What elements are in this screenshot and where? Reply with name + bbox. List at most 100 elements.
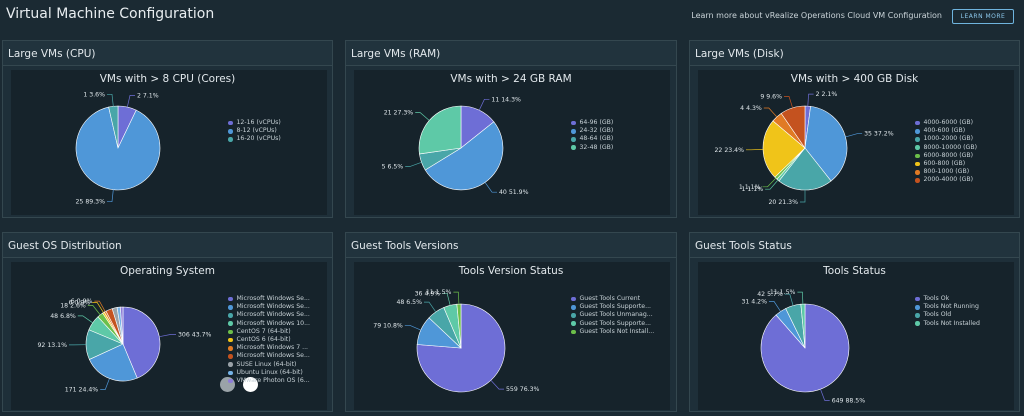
widget-body: Tools Status 649 88.5% 31 4.2% 42 5.7% 11 1…	[690, 258, 1019, 416]
learn-more-button[interactable]: LEARN MORE	[952, 9, 1014, 24]
legend-item[interactable]: Microsoft Windows 10...	[228, 320, 310, 328]
legend-item[interactable]: Microsoft Windows Se...	[228, 311, 310, 319]
legend-swatch	[915, 120, 920, 126]
learn-more-text: Learn more about vRealize Operations Clo…	[691, 11, 942, 20]
legend-label: SUSE Linux (64-bit)	[236, 360, 297, 368]
legend-item[interactable]: VMware Photon OS (6...	[228, 377, 310, 385]
pie-label-leader	[769, 301, 781, 312]
pie-slice[interactable]	[122, 306, 161, 379]
legend-item[interactable]: Tools Ok	[915, 295, 980, 303]
legend-swatch	[915, 178, 920, 183]
widget-header: Large VMs (Disk)	[690, 41, 1019, 66]
pie-chart[interactable]: 306 43.7% 171 24.4% 92 13.1% 48 6.8% 18 2.6%…	[3, 258, 223, 408]
chart-panel-bg	[11, 70, 327, 215]
legend-item[interactable]: Tools Not Installed	[915, 320, 980, 328]
legend-swatch	[228, 337, 233, 343]
legend-item[interactable]: Microsoft Windows Se...	[228, 352, 310, 360]
pie-label-leader	[784, 293, 794, 306]
pie-data-label: 35 37.2%	[864, 131, 894, 138]
pie-data-label: 20 21.3%	[769, 199, 799, 206]
legend-item[interactable]: 600-800 (GB)	[915, 160, 977, 168]
legend-item[interactable]: Guest Tools Supporte...	[571, 303, 654, 311]
pie-slice[interactable]	[778, 147, 832, 191]
pie-data-label: 22 23.4%	[715, 147, 745, 154]
legend-swatch	[915, 145, 920, 150]
widget-guest-tools-status: Guest Tools Status Tools Status 649 88.5…	[689, 232, 1020, 412]
pie-data-label: 21 27.3%	[384, 110, 414, 117]
legend-label: Microsoft Windows Se...	[236, 295, 310, 302]
legend-item[interactable]: 6000-8000 (GB)	[915, 152, 977, 160]
pie-label-leader	[762, 177, 777, 188]
legend-item[interactable]: Guest Tools Supporte...	[571, 320, 654, 328]
legend-label: CentOS 6 (64-bit)	[236, 336, 291, 344]
legend-item[interactable]: 8-12 (vCPUs)	[228, 127, 281, 135]
pie-slice[interactable]	[418, 105, 462, 155]
chart-panel-bg	[698, 70, 1014, 215]
pie-slice[interactable]	[800, 303, 806, 349]
pie-slice[interactable]	[760, 303, 850, 393]
pie-slice[interactable]	[120, 306, 124, 345]
pie-label-leader	[107, 189, 114, 203]
pie-chart[interactable]: 2 2.1%35 37.2%20 21.3%1 1.1%1 1.1%22 23.…	[690, 66, 910, 216]
pie-label-leader	[820, 389, 830, 401]
legend-label: 48-64 (GB)	[579, 135, 614, 143]
legend-item[interactable]: Guest Tools Not Install...	[571, 328, 654, 336]
legend-item[interactable]: 32-48 (GB)	[571, 144, 613, 152]
pie-label-leader	[94, 300, 106, 312]
pie-label-leader	[442, 293, 451, 306]
pie-slice[interactable]	[780, 105, 806, 149]
pie-slice[interactable]	[804, 106, 848, 182]
legend-item[interactable]: 8000-10000 (GB)	[915, 144, 977, 152]
legend-item[interactable]: 48-64 (GB)	[571, 135, 613, 143]
pie-label-leader	[77, 315, 93, 324]
legend-item[interactable]: Microsoft Windows 7 ...	[228, 344, 310, 352]
legend-item[interactable]: 2000-4000 (GB)	[915, 176, 977, 184]
legend-label: 1000-2000 (GB)	[923, 135, 974, 143]
legend-item[interactable]: 16-20 (vCPUs)	[228, 135, 281, 143]
legend-item[interactable]: Microsoft Windows Se...	[228, 303, 310, 311]
legend-swatch	[228, 370, 233, 376]
widget-body: VMs with > 24 GB RAM 11 14.3% 40 51.9% 5 6…	[346, 66, 676, 242]
widget-header: Guest Tools Versions	[346, 233, 676, 258]
legend-item[interactable]: 12-16 (vCPUs)	[228, 119, 281, 127]
pie-slice[interactable]	[88, 343, 138, 382]
pie-data-label: 6 0.9%	[68, 299, 90, 306]
pie-data-label: 92 13.1%	[38, 342, 68, 349]
legend-item[interactable]: Microsoft Windows Se...	[228, 295, 310, 303]
legend-swatch	[571, 145, 576, 150]
pie-slice[interactable]	[456, 303, 462, 349]
top-bar: Virtual Machine Configuration Learn more…	[0, 0, 1024, 34]
pie-chart[interactable]: 2 7.1% 25 89.3% 1 3.6%	[3, 66, 223, 216]
carousel-next-dot[interactable]	[243, 377, 258, 392]
legend-item[interactable]: 400-600 (GB)	[915, 127, 977, 135]
legend-item[interactable]: Guest Tools Current	[571, 295, 654, 303]
legend-item[interactable]: 24-32 (GB)	[571, 127, 613, 135]
pie-data-label: 559 76.3%	[506, 386, 540, 393]
pie-data-label: 4 4.3%	[740, 105, 762, 112]
pie-chart[interactable]: 649 88.5% 31 4.2%42 5.7%11 1.5%	[690, 258, 910, 408]
legend-item[interactable]: 4000-6000 (GB)	[915, 119, 977, 127]
pie-chart[interactable]: 11 14.3% 40 51.9% 5 6.5% 21 27.3%	[346, 66, 566, 216]
legend-swatch	[228, 296, 233, 302]
legend-item[interactable]: CentOS 6 (64-bit)	[228, 336, 310, 344]
legend-item[interactable]: SUSE Linux (64-bit)	[228, 361, 310, 369]
legend-item[interactable]: Ubuntu Linux (64-bit)	[228, 369, 310, 377]
pie-data-label: 36 4.9%	[415, 291, 441, 298]
legend-item[interactable]: 1000-2000 (GB)	[915, 135, 977, 143]
legend-item[interactable]: CentOS 7 (64-bit)	[228, 328, 310, 336]
pie-slice[interactable]	[762, 120, 806, 178]
legend-item[interactable]: 64-96 (GB)	[571, 119, 613, 127]
legend-label: Microsoft Windows Se...	[236, 303, 310, 311]
legend-item[interactable]: Tools Old	[915, 311, 980, 319]
pie-chart[interactable]: 559 76.3% 79 10.8% 48 6.5%36 4.9%11 1.5%	[346, 258, 566, 408]
legend-item[interactable]: Tools Not Running	[915, 303, 980, 311]
legend-swatch	[915, 296, 920, 302]
legend-label: 64-96 (GB)	[579, 119, 614, 126]
legend-item[interactable]: 800-1000 (GB)	[915, 168, 977, 176]
legend-swatch	[228, 378, 233, 384]
legend-item[interactable]: Guest Tools Unmanag...	[571, 311, 654, 319]
pie-slice[interactable]	[424, 121, 504, 191]
legend-swatch	[228, 313, 233, 318]
chart-title: VMs with > 24 GB RAM	[450, 73, 572, 85]
legend-swatch	[915, 153, 920, 159]
